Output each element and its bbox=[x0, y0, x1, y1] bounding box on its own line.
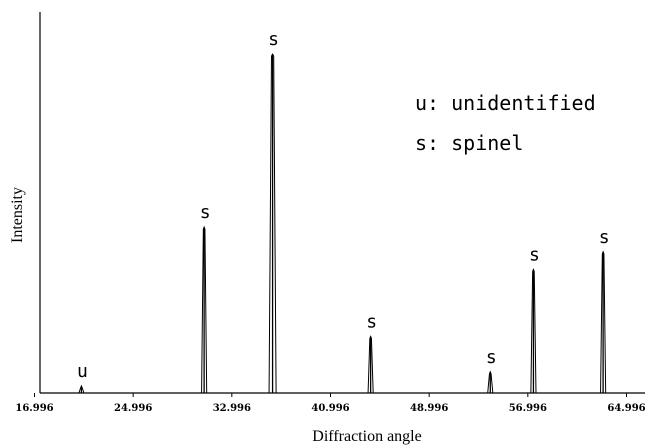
peak-label-s: s bbox=[486, 347, 497, 368]
x-ticks: 16.996 24.996 32.996 40.996 48.996 56.996 64.9… bbox=[15, 393, 645, 414]
legend-spinel: s: spinel bbox=[415, 131, 523, 155]
x-tick-label: 56.996 bbox=[509, 403, 547, 414]
diffraction-peaks bbox=[78, 53, 607, 394]
peak-label-u: u bbox=[77, 361, 88, 382]
legend-unidentified: u: unidentified bbox=[415, 91, 596, 115]
peak-labels: u s s s s s s bbox=[77, 29, 610, 382]
x-tick-label: 16.996 bbox=[15, 403, 53, 414]
x-tick-label: 40.996 bbox=[311, 403, 349, 414]
x-tick-label: 32.996 bbox=[213, 403, 251, 414]
peak-label-s: s bbox=[599, 227, 610, 248]
y-axis-title: Intensity bbox=[9, 187, 26, 243]
x-tick-label: 48.996 bbox=[410, 403, 448, 414]
x-tick-label: 64.996 bbox=[607, 403, 645, 414]
peak-label-s: s bbox=[529, 244, 540, 265]
peak-label-s: s bbox=[268, 29, 279, 50]
x-axis-title: Diffraction angle bbox=[312, 428, 421, 445]
x-tick-label: 24.996 bbox=[114, 403, 152, 414]
peak-label-s: s bbox=[200, 202, 211, 223]
peak-label-s: s bbox=[366, 312, 377, 333]
